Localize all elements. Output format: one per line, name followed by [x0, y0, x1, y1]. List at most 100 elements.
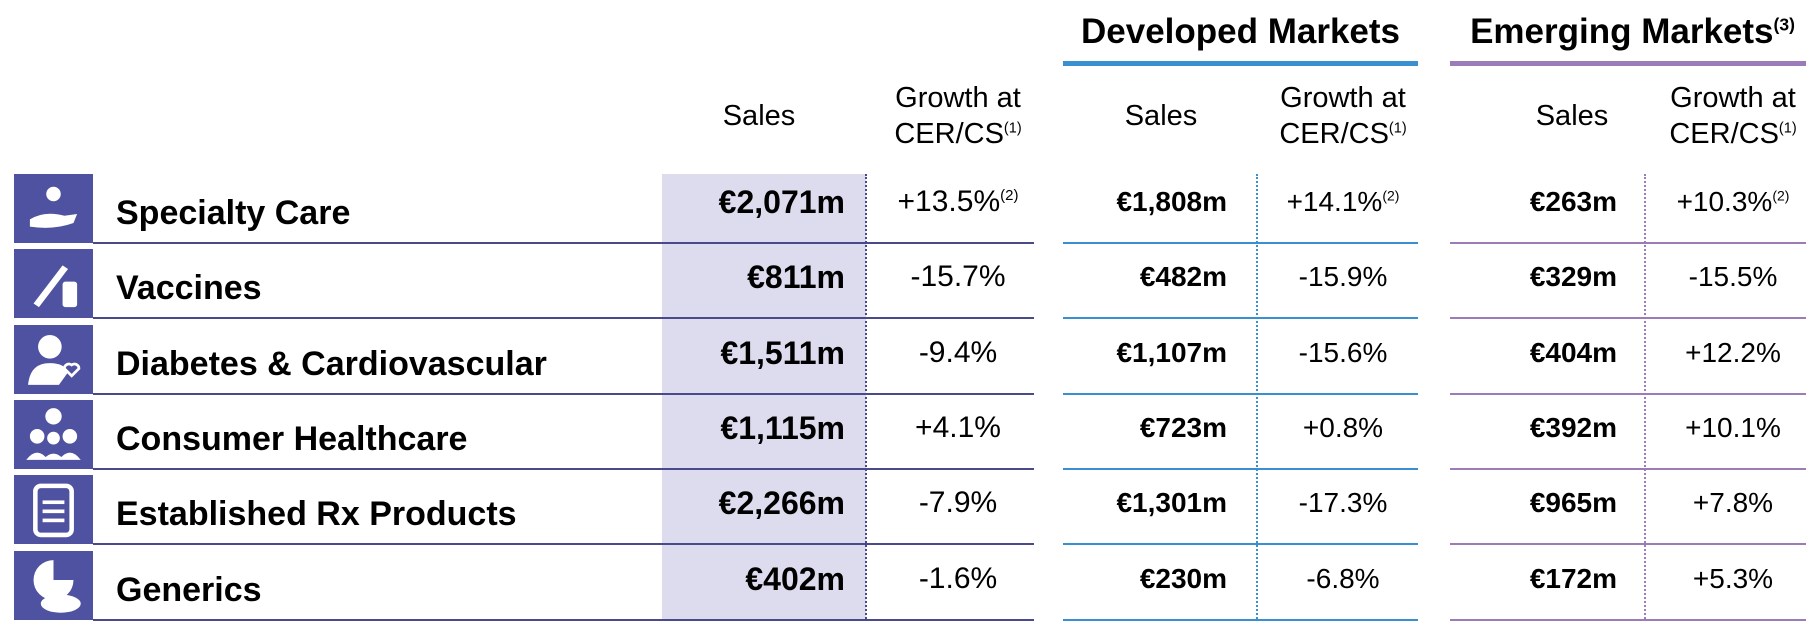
row-rule	[93, 317, 1034, 320]
cell-text: +5.3%	[1692, 562, 1774, 594]
column-header: Sales	[1071, 98, 1251, 134]
row-icon	[14, 399, 93, 469]
group-title-text: Emerging Markets	[1470, 12, 1774, 51]
table-cell: -15.7%	[858, 257, 1058, 297]
column-header-text: Growth at CER/CS	[1279, 82, 1406, 150]
row-rule	[93, 242, 1034, 244]
column-header: Sales	[1482, 98, 1662, 134]
cell-text: €2,071m	[718, 184, 845, 220]
table-cell: €392m	[1417, 408, 1617, 448]
table-cell: €402m	[645, 559, 845, 599]
cell-text: €230m	[1139, 562, 1227, 594]
cell-text: -9.4%	[918, 335, 998, 369]
cell-text: +4.1%	[915, 410, 1001, 444]
cell-text: +10.1%	[1685, 411, 1781, 443]
sales-highlight	[662, 174, 866, 619]
footnote: (1)	[1003, 120, 1022, 137]
column-header-text: Sales	[1535, 100, 1609, 132]
divider	[865, 174, 867, 619]
row-rule	[1063, 467, 1418, 470]
row-label: Diabetes & Cardiovascular	[116, 344, 547, 383]
column-header: Growth at CER/CS(1)	[868, 80, 1048, 152]
table-cell: €811m	[645, 257, 845, 297]
row-rule	[1450, 467, 1806, 470]
row-label: Generics	[116, 570, 262, 609]
cell-text: €811m	[747, 259, 845, 296]
cell-text: €482m	[1139, 261, 1227, 293]
group-bar	[1063, 61, 1418, 66]
row-rule	[1450, 317, 1806, 320]
table-cell: €965m	[1417, 483, 1617, 523]
table-cell: -6.8%	[1243, 559, 1443, 599]
cell-text: €404m	[1529, 336, 1617, 368]
column-header-text: Growth at CER/CS	[1669, 82, 1796, 150]
column-header-text: Sales	[722, 100, 796, 132]
table-cell: €172m	[1417, 559, 1617, 599]
row-rule	[1063, 392, 1418, 395]
footnote: (2)	[1382, 187, 1400, 204]
cell-text: -7.9%	[918, 486, 998, 520]
row-label: Consumer Healthcare	[116, 419, 468, 458]
cell-text: €1,115m	[720, 409, 845, 446]
table-cell: €2,266m	[645, 483, 845, 523]
row-icon	[14, 324, 93, 394]
row-rule	[1450, 392, 1806, 395]
table-cell: +4.1%	[858, 408, 1058, 448]
row-label: Vaccines	[116, 269, 262, 308]
cell-text: €723m	[1139, 411, 1227, 443]
row-rule	[1450, 242, 1806, 244]
table-cell: +0.8%	[1243, 408, 1443, 448]
cell-text: -15.6%	[1298, 336, 1388, 368]
table-cell: +10.3%(2)	[1633, 182, 1815, 222]
cell-text: -17.3%	[1298, 487, 1388, 519]
column-header: Growth at CER/CS(1)	[1253, 80, 1433, 152]
row-icon	[14, 249, 93, 319]
icon	[26, 408, 81, 460]
row-icon	[14, 174, 93, 243]
row-rule	[93, 467, 1034, 470]
cell-text: €172m	[1529, 562, 1617, 594]
table-cell: €1,115m	[645, 408, 845, 448]
cell-text: €1,301m	[1116, 487, 1227, 519]
cell-text: €392m	[1529, 411, 1617, 443]
column-header-text: Sales	[1124, 100, 1198, 132]
cell-text: €965m	[1529, 487, 1617, 519]
row-icon	[14, 550, 93, 620]
cell-text: €263m	[1529, 186, 1617, 217]
table-cell: €404m	[1417, 333, 1617, 373]
table-cell: -17.3%	[1243, 483, 1443, 523]
cell-text: €1,107m	[1116, 336, 1227, 368]
cell-text: +14.1%	[1286, 186, 1383, 217]
table-cell: €1,808m	[1027, 182, 1227, 222]
table-cell: €263m	[1417, 182, 1617, 222]
row-label: Specialty Care	[116, 194, 351, 232]
table-cell: €1,511m	[645, 333, 845, 373]
cell-text: -15.7%	[910, 260, 1006, 294]
group-bar	[1450, 61, 1806, 66]
cell-text: +12.2%	[1685, 336, 1781, 368]
column-header: Sales	[669, 98, 849, 134]
row-rule	[1450, 543, 1806, 546]
icon	[28, 334, 81, 385]
table-cell: +5.3%	[1633, 559, 1815, 599]
icon	[33, 483, 74, 538]
cell-text: -15.5%	[1688, 261, 1778, 293]
cell-text: +13.5%	[897, 185, 1001, 218]
icon	[29, 186, 78, 228]
cell-text: -6.8%	[1306, 562, 1380, 594]
table-cell: €329m	[1417, 257, 1617, 297]
icon	[33, 559, 81, 613]
divider	[1644, 174, 1646, 619]
row-rule	[93, 543, 1034, 546]
table-cell: +10.1%	[1633, 408, 1815, 448]
row-rule	[1063, 317, 1418, 320]
table-cell: -15.6%	[1243, 333, 1443, 373]
row-rule	[1063, 242, 1418, 244]
footnote: (2)	[1000, 187, 1019, 204]
row-icon	[14, 475, 93, 545]
cell-text: €2,266m	[718, 485, 845, 522]
table-cell: -9.4%	[858, 333, 1058, 373]
table-cell: €723m	[1027, 408, 1227, 448]
table-cell: +12.2%	[1633, 333, 1815, 373]
